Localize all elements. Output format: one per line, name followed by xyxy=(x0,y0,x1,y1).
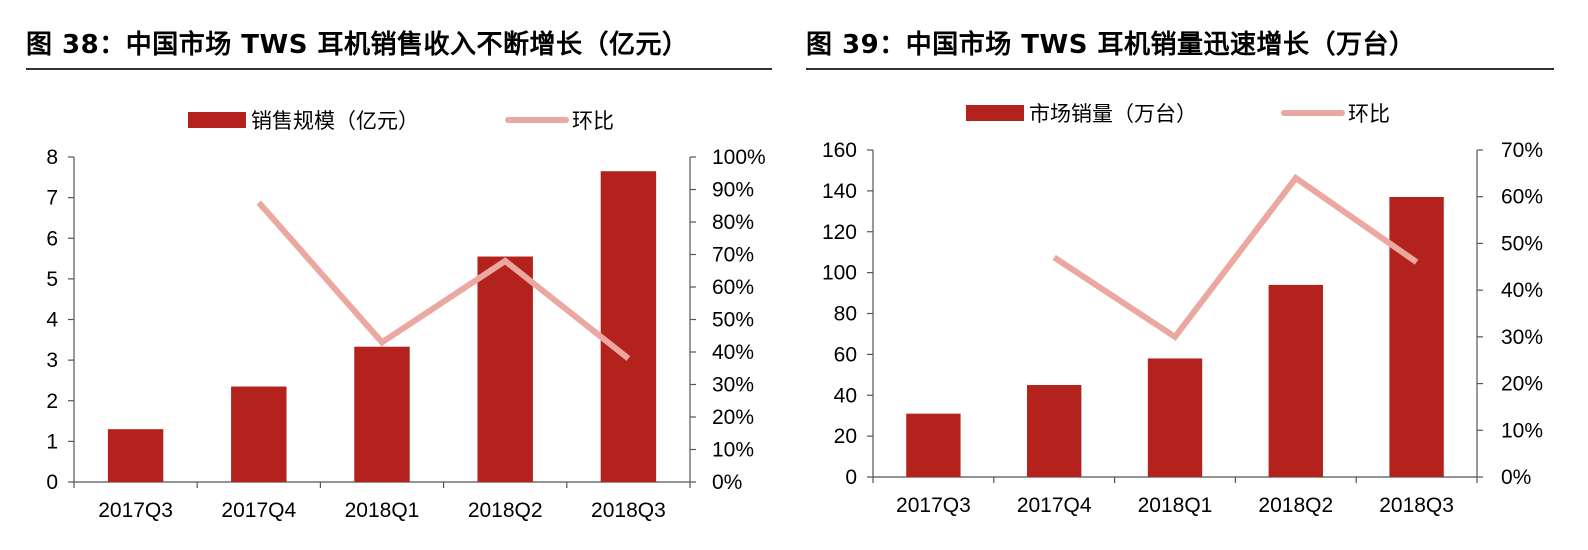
growth-line xyxy=(1052,173,1419,341)
legend-label-line: 环比 xyxy=(572,109,614,133)
y2-tick-label: 90% xyxy=(712,179,754,202)
title-underline xyxy=(806,68,1554,70)
legend-swatch-bar xyxy=(966,105,1024,121)
y2-tick-label: 60% xyxy=(712,276,754,299)
chart-legend: 销售规模（亿元） 环比 xyxy=(188,109,614,133)
y-tick-label: 5 xyxy=(46,268,58,291)
bar-2018Q3 xyxy=(600,171,657,482)
y-tick-label: 8 xyxy=(46,146,58,169)
bar-2018Q2 xyxy=(477,256,533,482)
volume-chart: 市场销量（万台） 环比 0 20 40 60 80 100 120 140 160 0% 10% 20% 3… xyxy=(822,102,1543,517)
legend-swatch-bar xyxy=(188,112,246,128)
x-tick-label: 2018Q2 xyxy=(468,499,543,522)
title-underline xyxy=(26,68,772,70)
y2-tick-label: 80% xyxy=(712,211,754,234)
bar-2018Q1 xyxy=(1147,358,1203,477)
x-tick-label: 2018Q2 xyxy=(1258,494,1333,517)
y2-tick-label: 0% xyxy=(712,471,742,494)
legend-label-line: 环比 xyxy=(1348,102,1390,126)
legend-label-bar: 市场销量（万台） xyxy=(1029,102,1197,126)
x-tick-label: 2018Q1 xyxy=(345,499,420,522)
y2-tick-label: 30% xyxy=(712,374,754,397)
x-tick-label: 2018Q3 xyxy=(591,499,666,522)
y-tick-label: 100 xyxy=(822,262,857,285)
y-tick-label: 0 xyxy=(845,466,857,489)
y2-tick-label: 70% xyxy=(712,244,754,267)
x-tick-label: 2018Q3 xyxy=(1379,494,1454,517)
bar-2017Q3 xyxy=(906,413,961,477)
growth-line xyxy=(256,200,631,361)
chart-panel-revenue: 图 38：中国市场 TWS 耳机销售收入不断增长（亿元） 销售规模（亿元） 环比 0… xyxy=(0,0,790,550)
y-tick-label: 160 xyxy=(822,139,857,162)
bar-2017Q3 xyxy=(107,429,164,482)
y2-tick-label: 50% xyxy=(1501,232,1543,255)
y2-tick-label: 60% xyxy=(1501,186,1543,209)
x-tick-label: 2017Q3 xyxy=(98,499,173,522)
chart-legend: 市场销量（万台） 环比 xyxy=(966,102,1390,126)
y-tick-label: 3 xyxy=(46,349,58,372)
y-tick-label: 120 xyxy=(822,221,857,244)
revenue-chart: 销售规模（亿元） 环比0123456780%10%20%30%40%50%60%7… xyxy=(46,109,766,522)
figure-title: 图 39：中国市场 TWS 耳机销量迅速增长（万台） xyxy=(806,30,1416,60)
y2-tick-label: 20% xyxy=(712,406,754,429)
y-tick-label: 20 xyxy=(834,425,857,448)
bar-2018Q3 xyxy=(1389,197,1444,477)
y2-tick-label: 0% xyxy=(1501,466,1531,489)
x-tick-label: 2018Q1 xyxy=(1138,494,1213,517)
y-tick-label: 1 xyxy=(46,430,58,453)
y-tick-label: 60 xyxy=(834,343,857,366)
y2-tick-label: 10% xyxy=(712,439,754,462)
y2-tick-label: 40% xyxy=(712,341,754,364)
y2-tick-label: 30% xyxy=(1501,326,1543,349)
y-tick-label: 6 xyxy=(46,227,58,250)
y-tick-label: 80 xyxy=(834,303,857,326)
bar-2018Q2 xyxy=(1268,284,1323,477)
y2-tick-label: 50% xyxy=(712,309,754,332)
x-tick-label: 2017Q3 xyxy=(896,494,971,517)
bar-2017Q4 xyxy=(231,386,287,482)
bar-2018Q1 xyxy=(354,346,410,482)
y-tick-label: 0 xyxy=(46,471,58,494)
y2-tick-label: 10% xyxy=(1501,419,1543,442)
figure-title: 图 38：中国市场 TWS 耳机销售收入不断增长（亿元） xyxy=(26,30,689,60)
y-tick-label: 4 xyxy=(46,309,58,332)
y2-tick-label: 20% xyxy=(1501,373,1543,396)
y2-tick-label: 100% xyxy=(712,146,766,169)
y-tick-label: 2 xyxy=(46,390,58,413)
y-tick-label: 40 xyxy=(834,384,857,407)
y2-tick-label: 70% xyxy=(1501,139,1543,162)
x-tick-label: 2017Q4 xyxy=(1017,494,1092,517)
x-tick-label: 2017Q4 xyxy=(221,499,296,522)
y-tick-label: 140 xyxy=(822,180,857,203)
y2-tick-label: 40% xyxy=(1501,279,1543,302)
chart-panel-volume: 图 39：中国市场 TWS 耳机销量迅速增长（万台） 市场销量（万台） 环比 0 20… xyxy=(800,0,1588,550)
legend-label-bar: 销售规模（亿元） xyxy=(251,109,419,133)
y-tick-label: 7 xyxy=(46,187,58,210)
bar-2017Q4 xyxy=(1027,385,1082,477)
